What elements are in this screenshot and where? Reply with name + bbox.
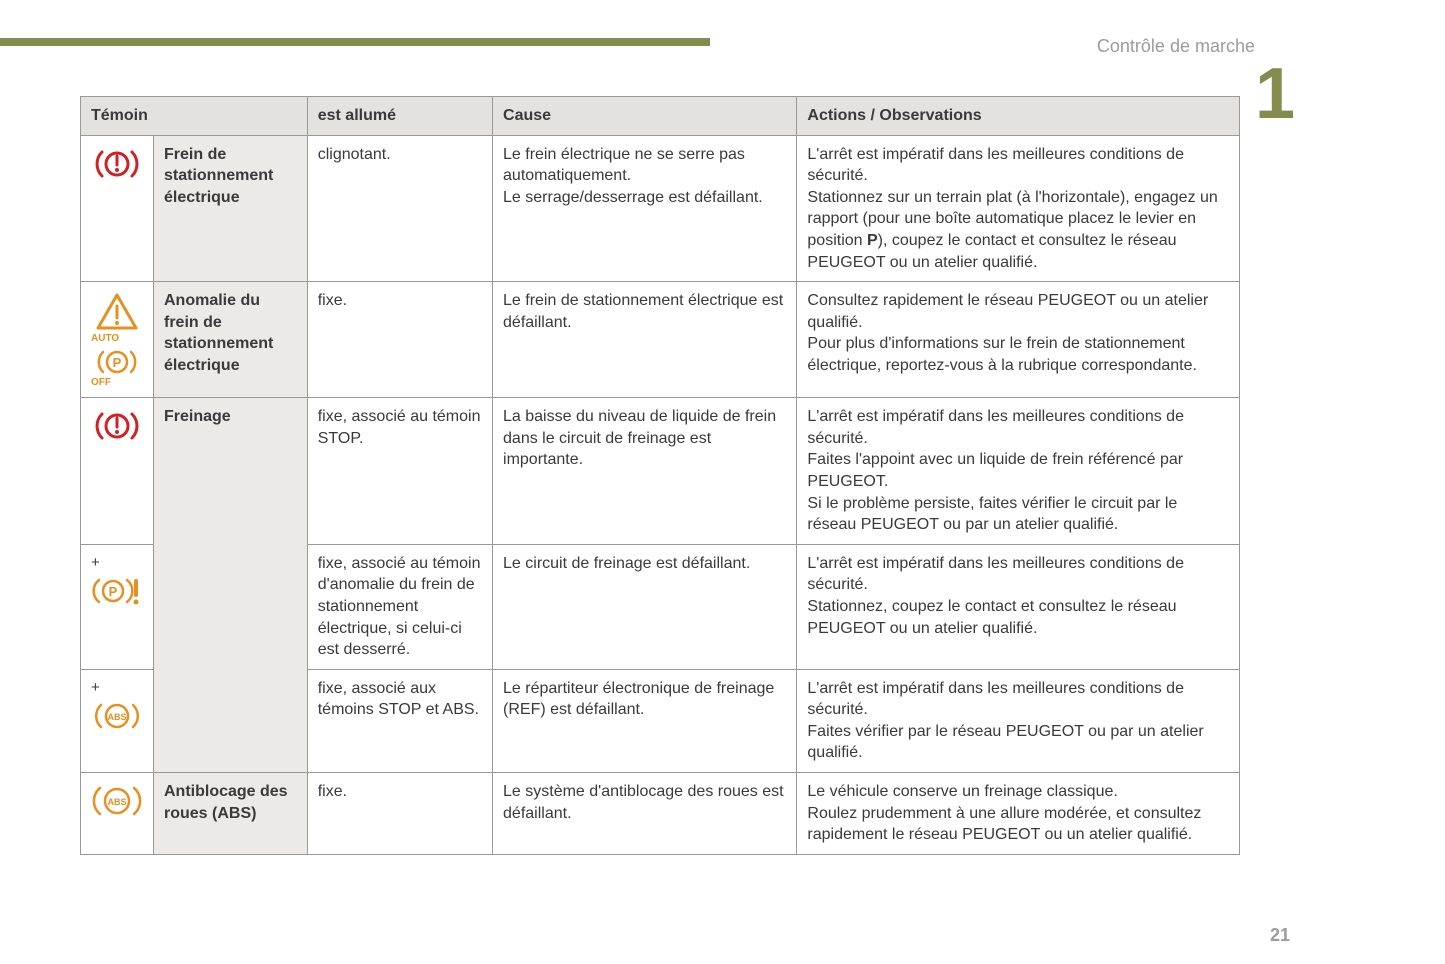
allume-cell: fixe.: [307, 282, 492, 398]
chapter-number: 1: [1255, 58, 1295, 130]
temoin-label: Freinage: [154, 398, 308, 773]
actions-cell: L'arrêt est impératif dans les meilleure…: [797, 398, 1240, 545]
header-bar: [0, 38, 710, 46]
svg-text:P: P: [109, 584, 118, 599]
table-row: Frein de stationnement électrique cligno…: [81, 135, 1240, 282]
section-title: Contrôle de marche: [1097, 36, 1255, 57]
abs-icon: ABS: [81, 773, 154, 855]
actions-cell: L'arrêt est impératif dans les meilleure…: [797, 544, 1240, 669]
actions-cell: Le véhicule conserve un freinage classiq…: [797, 773, 1240, 855]
actions-cell: Consultez rapidement le réseau PEUGEOT o…: [797, 282, 1240, 398]
allume-cell: fixe.: [307, 773, 492, 855]
plus-p-exclaim-icon: + P: [81, 544, 154, 669]
plus-abs-icon: + ABS: [81, 669, 154, 772]
table-row: AUTO P OFF Anomalie du frein de stationn…: [81, 282, 1240, 398]
page-number: 21: [1270, 925, 1290, 946]
cause-cell: La baisse du niveau de liquide de frein …: [493, 398, 797, 545]
cause-cell: Le répartiteur électronique de freinage …: [493, 669, 797, 772]
header-cause: Cause: [493, 97, 797, 136]
warning-auto-p-off-icon: AUTO P OFF: [81, 282, 154, 398]
temoin-label: Antiblocage des roues (ABS): [154, 773, 308, 855]
actions-cell: L'arrêt est impératif dans les meilleure…: [797, 135, 1240, 282]
header-temoin: Témoin: [81, 97, 308, 136]
header-actions: Actions / Observations: [797, 97, 1240, 136]
table-row: Freinage fixe, associé au témoin STOP. L…: [81, 398, 1240, 545]
brake-warning-icon: [81, 135, 154, 282]
table-header-row: Témoin est allumé Cause Actions / Observ…: [81, 97, 1240, 136]
svg-text:P: P: [113, 355, 122, 370]
cause-cell: Le circuit de freinage est défaillant.: [493, 544, 797, 669]
allume-cell: fixe, associé au témoin d'anomalie du fr…: [307, 544, 492, 669]
cause-cell: Le frein de stationnement électrique est…: [493, 282, 797, 398]
temoin-label: Frein de stationnement électrique: [154, 135, 308, 282]
allume-cell: fixe, associé au témoin STOP.: [307, 398, 492, 545]
actions-cell: L'arrêt est impératif dans les meilleure…: [797, 669, 1240, 772]
cause-cell: Le système d'antiblocage des roues est d…: [493, 773, 797, 855]
indicators-table: Témoin est allumé Cause Actions / Observ…: [80, 96, 1240, 855]
svg-text:ABS: ABS: [107, 797, 126, 807]
table-row: ABS Antiblocage des roues (ABS) fixe. Le…: [81, 773, 1240, 855]
svg-text:ABS: ABS: [107, 712, 126, 722]
allume-cell: fixe, associé aux témoins STOP et ABS.: [307, 669, 492, 772]
brake-warning-icon: [81, 398, 154, 545]
cause-cell: Le frein électrique ne se serre pas auto…: [493, 135, 797, 282]
temoin-label: Anomalie du frein de stationnement élect…: [154, 282, 308, 398]
header-allume: est allumé: [307, 97, 492, 136]
allume-cell: clignotant.: [307, 135, 492, 282]
